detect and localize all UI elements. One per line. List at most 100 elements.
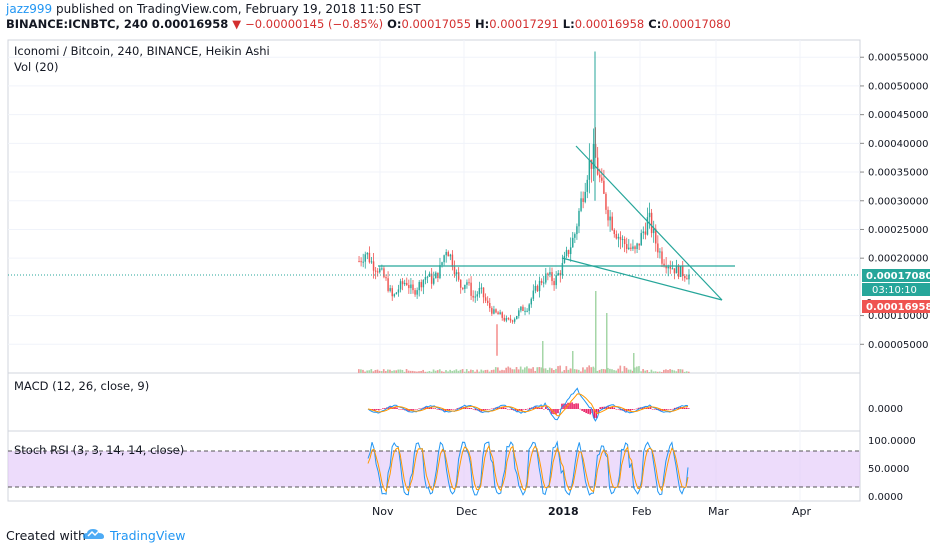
candle-body — [426, 276, 429, 278]
volume-bar — [405, 369, 408, 373]
upper-trendline[interactable] — [575, 145, 723, 301]
macd-hist-bar — [581, 409, 583, 411]
candle-body — [397, 289, 400, 293]
candle-body — [636, 243, 638, 250]
macd-hist-bar — [450, 409, 453, 410]
candle-body — [385, 277, 387, 279]
candle-body — [420, 282, 423, 288]
stoch-tick-0: 0.0000 — [868, 492, 903, 503]
candle-body — [545, 273, 547, 283]
time-label: Dec — [456, 505, 477, 518]
candle-body — [652, 228, 655, 234]
published-text: published on TradingView.com, February 1… — [52, 2, 421, 16]
macd-hist-bar — [553, 409, 555, 415]
candle-body — [462, 287, 464, 289]
volume-bar — [397, 369, 400, 373]
candle-body — [401, 281, 404, 285]
volume-bar — [596, 370, 599, 373]
volume-bar — [663, 369, 665, 373]
candle-body — [362, 261, 364, 263]
price-change: −0.00000145 (−0.85%) — [245, 17, 384, 31]
candle-body — [665, 265, 667, 269]
candle-body — [368, 252, 371, 263]
stoch-tick-50: 50.0000 — [868, 464, 909, 475]
candle-body — [457, 272, 460, 280]
macd-hist-bar — [563, 403, 565, 409]
candle-body — [569, 247, 572, 255]
stoch-d-line — [367, 444, 689, 493]
candle-body — [547, 273, 549, 275]
volume-bar — [472, 370, 474, 373]
volume-bar — [553, 369, 555, 373]
author-link[interactable]: jazz999 — [6, 2, 53, 16]
price-axis[interactable]: 0.00055000 0.00050000 0.00045000 0.00040000… — [860, 53, 928, 351]
macd-hist-bar — [617, 409, 620, 410]
candle-body — [503, 317, 506, 321]
macd-pane[interactable] — [7, 372, 861, 432]
macd-signal-line — [367, 393, 689, 417]
time-axis[interactable]: Nov Dec 2018 Feb Mar Apr — [372, 505, 812, 518]
price-tick-label: 0.00010000 — [868, 311, 928, 322]
main-pane[interactable] — [7, 39, 861, 374]
chart-canvas[interactable]: Iconomi / Bitcoin, 240, BINANCE, Heikin … — [0, 34, 932, 520]
candle-body — [605, 193, 607, 210]
volume-bar — [681, 369, 684, 373]
price-tick-label: 0.00020000 — [868, 254, 928, 265]
volume-bar — [490, 369, 493, 373]
candle-body — [684, 276, 686, 279]
macd-hist-bar — [551, 409, 553, 414]
candle-body — [455, 272, 458, 275]
candle-body — [530, 298, 532, 305]
candle-body — [619, 236, 622, 240]
candle-body — [673, 268, 676, 274]
candle-body — [572, 237, 574, 248]
candle-body — [586, 179, 589, 192]
symbol-label: BINANCE:ICNBTC, 240 — [6, 17, 148, 31]
macd-hist-bar — [529, 407, 531, 409]
tradingview-brand-link[interactable]: TradingView — [110, 528, 186, 543]
candle-body — [389, 288, 391, 291]
candle-body — [472, 295, 474, 298]
macd-hist-bar — [474, 409, 477, 411]
ohlc-line: BINANCE:ICNBTC, 240 0.00016958 ▼ −0.0000… — [6, 17, 731, 31]
candle-body — [588, 159, 591, 180]
volume-bar — [629, 369, 632, 373]
volume-spike — [595, 291, 597, 373]
macd-hist-bar — [448, 409, 451, 411]
volume-bar — [627, 369, 630, 373]
candle-body — [387, 278, 389, 291]
candle-body — [561, 262, 564, 276]
lower-trendline[interactable] — [561, 257, 723, 301]
macd-hist-bar — [555, 409, 557, 415]
low-price-badge-text: 0.00016958 — [866, 302, 932, 313]
macd-hist-bar — [412, 409, 414, 411]
macd-hist-bar — [607, 406, 610, 409]
price-tick-label: 0.00055000 — [868, 53, 928, 64]
volume-bar — [459, 369, 462, 373]
volume-bar — [488, 371, 491, 373]
macd-hist-bar — [605, 406, 608, 409]
macd-hist-bar — [482, 409, 485, 412]
macd-hist-bar — [378, 409, 380, 411]
volume-bar — [642, 369, 644, 373]
macd-hist-bar — [414, 409, 416, 410]
candle-body — [682, 265, 684, 277]
macd-hist-bar — [472, 408, 475, 410]
volume-bar — [380, 371, 383, 373]
volume-bar — [617, 368, 620, 373]
macd-hist-bar — [589, 409, 591, 415]
volume-bar — [366, 370, 368, 373]
volume-bar — [633, 367, 636, 373]
candle-body — [574, 234, 576, 238]
volume-bar — [534, 370, 537, 373]
candle-body — [360, 261, 362, 263]
macd-zero-tick: 0.0000 — [868, 404, 903, 415]
stoch-band — [8, 451, 860, 487]
macd-hist-bar — [601, 406, 604, 409]
volume-bar — [644, 370, 647, 373]
created-with-text: Created with — [6, 528, 86, 543]
macd-hist-bar — [428, 407, 430, 409]
macd-hist-bar — [484, 409, 487, 410]
volume-bar — [675, 371, 678, 373]
macd-hist-bar — [376, 409, 378, 410]
